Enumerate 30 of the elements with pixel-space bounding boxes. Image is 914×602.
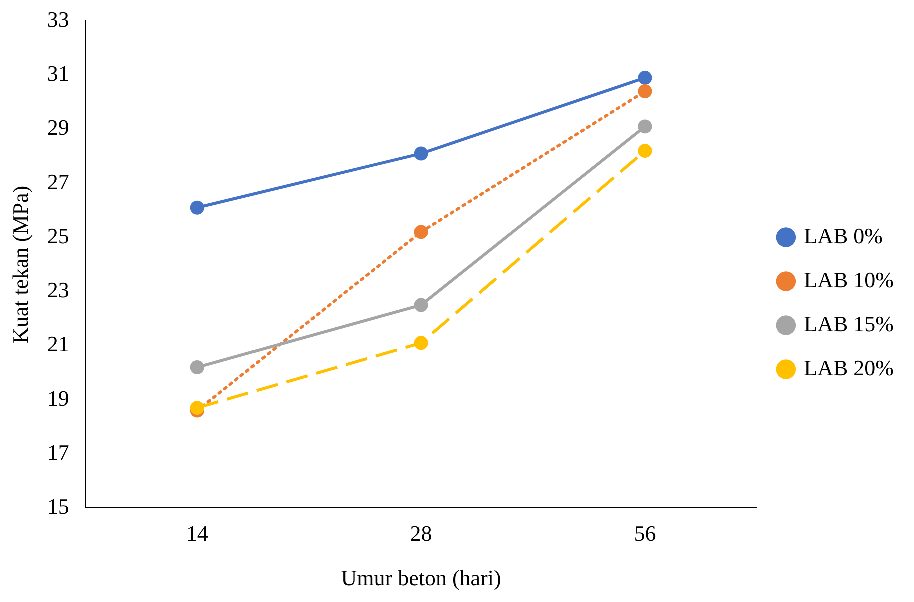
point bbox=[414, 298, 428, 312]
y-tick-label: 23 bbox=[47, 278, 70, 303]
x-tick-label: 56 bbox=[634, 521, 656, 546]
point bbox=[638, 120, 652, 134]
legend-label: LAB 10% bbox=[804, 267, 894, 292]
y-tick-label: 15 bbox=[47, 494, 70, 519]
y-tick-label: 33 bbox=[47, 6, 70, 32]
point bbox=[414, 146, 428, 161]
x-tick-label: 14 bbox=[186, 521, 208, 546]
y-tick-label: 21 bbox=[47, 332, 70, 357]
y-tick-label: 25 bbox=[47, 223, 70, 248]
point bbox=[638, 71, 652, 86]
y-tick-label: 27 bbox=[47, 169, 70, 194]
point bbox=[190, 401, 204, 416]
legend-label: LAB 15% bbox=[804, 311, 894, 336]
y-tick-label: 19 bbox=[47, 386, 70, 411]
x-tick-label: 28 bbox=[410, 521, 432, 546]
point bbox=[190, 360, 204, 375]
x-axis-title: Umur beton (hari) bbox=[341, 566, 502, 591]
y-axis-title: Kuat tekan (MPa) bbox=[8, 186, 33, 344]
y-tick-label: 17 bbox=[47, 440, 70, 465]
point bbox=[414, 336, 428, 350]
y-tick-label: 29 bbox=[47, 115, 70, 140]
point bbox=[190, 200, 204, 215]
point bbox=[638, 84, 652, 99]
point bbox=[414, 225, 428, 240]
y-tick-label: 31 bbox=[47, 61, 70, 86]
legend-label: LAB 0% bbox=[804, 223, 883, 248]
legend-label: LAB 20% bbox=[804, 355, 894, 380]
point bbox=[638, 144, 652, 158]
